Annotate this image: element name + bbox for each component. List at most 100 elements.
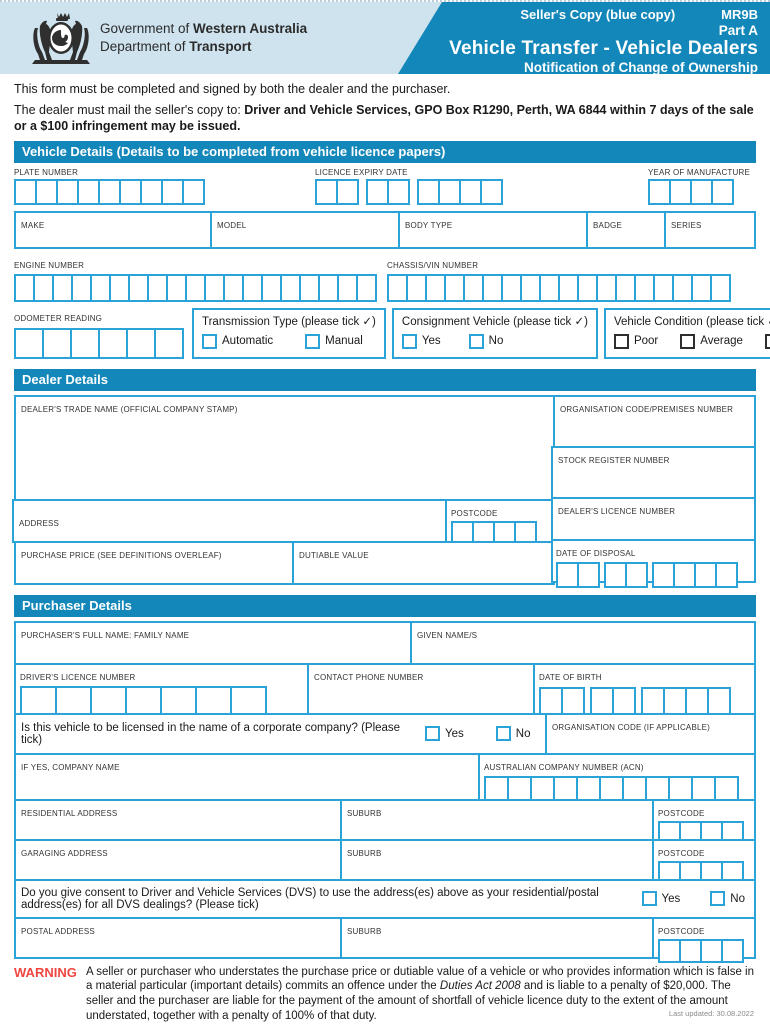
condition-poor-checkbox[interactable] bbox=[613, 333, 629, 349]
condition-good-checkbox[interactable] bbox=[764, 333, 770, 349]
char-box[interactable] bbox=[691, 273, 712, 302]
chassis-vin-boxes[interactable] bbox=[387, 273, 731, 302]
plate-number-boxes[interactable] bbox=[14, 178, 205, 205]
organisation-code-field[interactable]: ORGANISATION CODE/PREMISES NUMBER bbox=[553, 394, 756, 448]
dob-day-boxes[interactable] bbox=[539, 686, 585, 715]
char-box[interactable] bbox=[539, 686, 563, 715]
char-box[interactable] bbox=[417, 178, 440, 205]
char-box[interactable] bbox=[147, 273, 168, 302]
char-box[interactable] bbox=[558, 273, 579, 302]
char-box[interactable] bbox=[56, 178, 79, 205]
char-box[interactable] bbox=[14, 178, 37, 205]
char-box[interactable] bbox=[700, 938, 723, 963]
char-box[interactable] bbox=[679, 938, 702, 963]
char-box[interactable] bbox=[166, 273, 187, 302]
char-box[interactable] bbox=[694, 561, 717, 588]
given-name-field[interactable]: GIVEN NAME/S bbox=[410, 620, 756, 665]
date-of-disposal-boxes[interactable] bbox=[556, 561, 751, 588]
expiry-month-boxes[interactable] bbox=[366, 178, 410, 205]
postal-suburb-field[interactable]: SUBURB bbox=[340, 916, 654, 959]
char-box[interactable] bbox=[459, 178, 482, 205]
disposal-day-boxes[interactable] bbox=[556, 561, 600, 588]
char-box[interactable] bbox=[35, 178, 58, 205]
char-box[interactable] bbox=[577, 273, 598, 302]
year-of-manufacture-boxes[interactable] bbox=[647, 178, 750, 205]
date-of-birth-boxes[interactable] bbox=[539, 686, 750, 715]
drivers-licence-boxes[interactable] bbox=[20, 685, 303, 717]
char-box[interactable] bbox=[634, 273, 655, 302]
char-box[interactable] bbox=[356, 273, 377, 302]
company-name-field[interactable]: IF YES, COMPANY NAME bbox=[14, 752, 480, 801]
char-box[interactable] bbox=[261, 273, 282, 302]
char-box[interactable] bbox=[444, 273, 465, 302]
char-box[interactable] bbox=[689, 178, 713, 205]
char-box[interactable] bbox=[556, 561, 579, 588]
make-field[interactable]: MAKE bbox=[14, 210, 212, 249]
body-type-field[interactable]: BODY TYPE bbox=[398, 210, 588, 249]
char-box[interactable] bbox=[315, 178, 338, 205]
char-box[interactable] bbox=[299, 273, 320, 302]
residential-address-field[interactable]: RESIDENTIAL ADDRESS bbox=[14, 798, 342, 841]
dealer-address-field[interactable]: ADDRESS bbox=[14, 501, 445, 541]
char-box[interactable] bbox=[673, 561, 696, 588]
char-box[interactable] bbox=[223, 273, 244, 302]
char-box[interactable] bbox=[90, 273, 111, 302]
char-box[interactable] bbox=[14, 327, 44, 359]
purchase-price-field[interactable]: PURCHASE PRICE (SEE DEFINITIONS OVERLEAF… bbox=[14, 540, 294, 585]
char-box[interactable] bbox=[128, 273, 149, 302]
stock-register-field[interactable]: STOCK REGISTER NUMBER bbox=[551, 445, 756, 499]
char-box[interactable] bbox=[185, 273, 206, 302]
engine-number-boxes[interactable] bbox=[14, 273, 377, 302]
residential-suburb-field[interactable]: SUBURB bbox=[340, 798, 654, 841]
char-box[interactable] bbox=[33, 273, 54, 302]
badge-field[interactable]: BADGE bbox=[586, 210, 666, 249]
licence-expiry-boxes[interactable] bbox=[315, 178, 503, 205]
char-box[interactable] bbox=[658, 938, 681, 963]
expiry-year-boxes[interactable] bbox=[417, 178, 503, 205]
dealer-postcode-boxes[interactable] bbox=[451, 520, 549, 545]
expiry-day-boxes[interactable] bbox=[315, 178, 359, 205]
char-box[interactable] bbox=[685, 686, 709, 715]
char-box[interactable] bbox=[52, 273, 73, 302]
char-box[interactable] bbox=[480, 178, 503, 205]
char-box[interactable] bbox=[280, 273, 301, 302]
char-box[interactable] bbox=[98, 178, 121, 205]
condition-average-checkbox[interactable] bbox=[680, 333, 696, 349]
model-field[interactable]: MODEL bbox=[210, 210, 400, 249]
dealer-licence-field[interactable]: DEALER'S LICENCE NUMBER bbox=[551, 496, 756, 541]
char-box[interactable] bbox=[109, 273, 130, 302]
char-box[interactable] bbox=[337, 273, 358, 302]
garaging-suburb-field[interactable]: SUBURB bbox=[340, 838, 654, 881]
char-box[interactable] bbox=[230, 685, 267, 717]
char-box[interactable] bbox=[641, 686, 665, 715]
char-box[interactable] bbox=[182, 178, 205, 205]
dob-year-boxes[interactable] bbox=[641, 686, 731, 715]
char-box[interactable] bbox=[154, 327, 184, 359]
char-box[interactable] bbox=[336, 178, 359, 205]
family-name-field[interactable]: PURCHASER'S FULL NAME: FAMILY NAME bbox=[14, 620, 412, 665]
char-box[interactable] bbox=[14, 273, 35, 302]
char-box[interactable] bbox=[590, 686, 614, 715]
manual-checkbox[interactable] bbox=[305, 333, 321, 349]
char-box[interactable] bbox=[520, 273, 541, 302]
char-box[interactable] bbox=[612, 686, 636, 715]
char-box[interactable] bbox=[71, 273, 92, 302]
char-box[interactable] bbox=[707, 686, 731, 715]
purchaser-org-code-field[interactable]: ORGANISATION CODE (IF APPLICABLE) bbox=[545, 712, 756, 755]
dob-month-boxes[interactable] bbox=[590, 686, 636, 715]
odometer-boxes[interactable] bbox=[14, 327, 184, 359]
char-box[interactable] bbox=[438, 178, 461, 205]
char-box[interactable] bbox=[710, 273, 731, 302]
char-box[interactable] bbox=[406, 273, 427, 302]
char-box[interactable] bbox=[501, 273, 522, 302]
char-box[interactable] bbox=[42, 327, 72, 359]
dealer-trade-name-field[interactable]: DEALER'S TRADE NAME (OFFICIAL COMPANY ST… bbox=[14, 394, 555, 501]
char-box[interactable] bbox=[90, 685, 127, 717]
char-box[interactable] bbox=[577, 561, 600, 588]
char-box[interactable] bbox=[652, 561, 675, 588]
char-box[interactable] bbox=[482, 273, 503, 302]
char-box[interactable] bbox=[161, 178, 184, 205]
consent-yes-checkbox[interactable] bbox=[641, 891, 657, 906]
garaging-address-field[interactable]: GARAGING ADDRESS bbox=[14, 838, 342, 881]
char-box[interactable] bbox=[98, 327, 128, 359]
